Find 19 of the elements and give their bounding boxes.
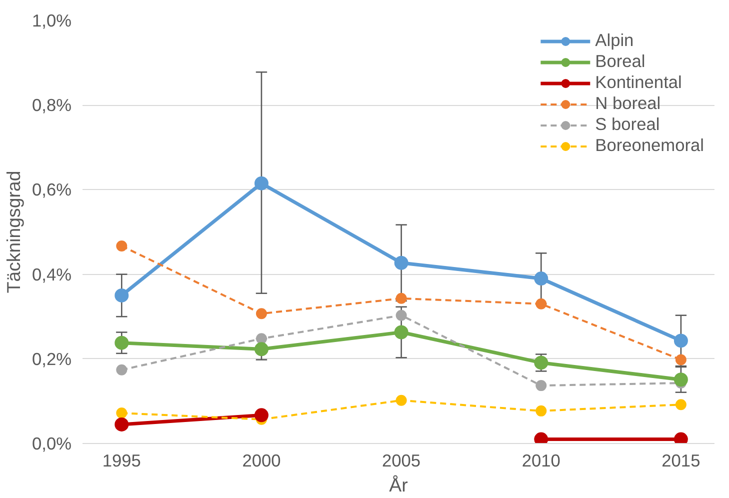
legend-label: Boreonemoral [595, 135, 704, 156]
x-tick-label: 2005 [382, 450, 421, 470]
y-tick-label: 0,6% [32, 180, 72, 200]
legend-label: Kontinental [595, 72, 682, 93]
y-tick-label: 0,4% [32, 264, 72, 284]
x-tick-label: 1995 [102, 450, 141, 470]
x-axis-title: År [389, 474, 408, 496]
legend-label: Boreal [595, 51, 646, 72]
y-tick-label: 0,2% [32, 348, 72, 369]
x-tick-label: 2015 [662, 450, 700, 470]
y-axis-title: Täckningsgrad [3, 170, 24, 294]
y-tick-label: 1,0% [32, 10, 72, 30]
legend-label: Alpin [595, 30, 634, 51]
y-tick-label: 0,0% [32, 434, 72, 454]
x-tick-label: 2000 [242, 450, 281, 470]
legend-label: S boreal [595, 114, 660, 135]
legend-label: N boreal [595, 93, 661, 114]
x-tick-label: 2010 [522, 450, 560, 470]
y-tick-label: 0,8% [32, 95, 72, 116]
